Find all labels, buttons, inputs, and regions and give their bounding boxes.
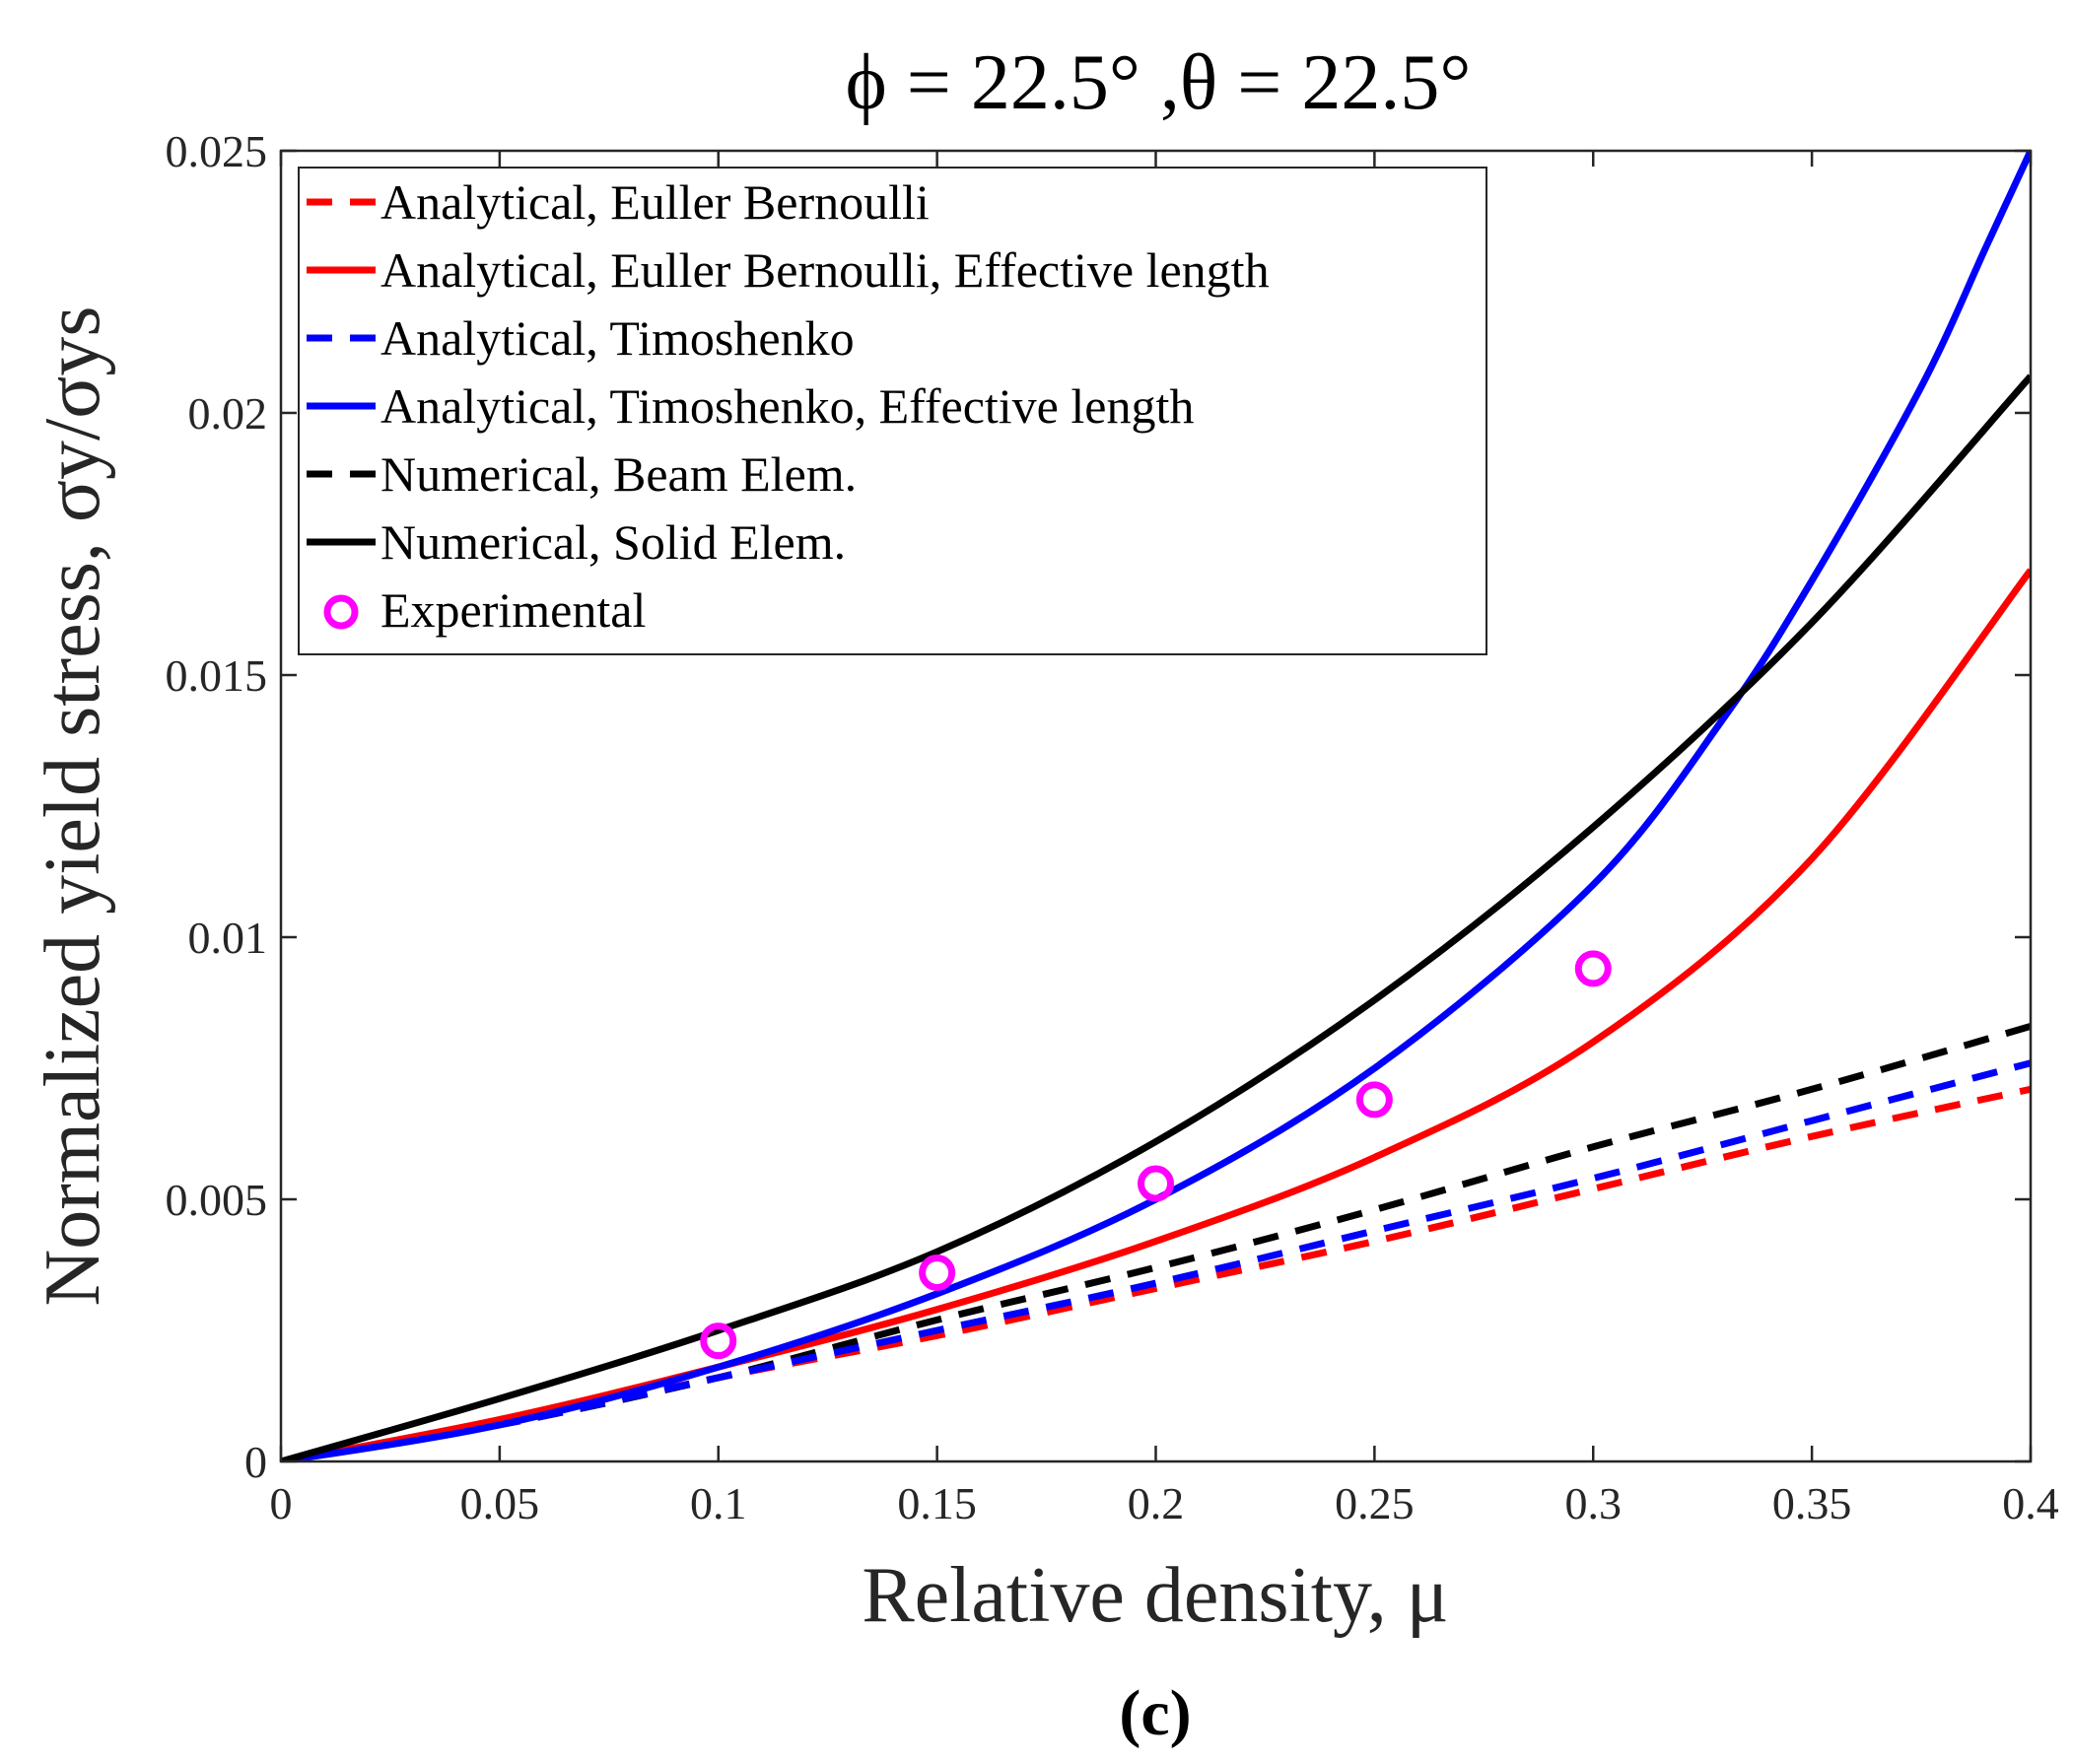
x-tick-label: 0.05 — [460, 1478, 540, 1528]
y-tick-label: 0.025 — [166, 126, 268, 176]
x-tick-label: 0.35 — [1772, 1478, 1852, 1528]
chart: ϕ = 22.5° ,θ = 22.5° 0 0.05 0.1 0.15 0.2 0.25… — [0, 0, 2073, 1764]
y-tick-label: 0 — [244, 1437, 267, 1487]
y-tick-label: 0.005 — [166, 1175, 268, 1225]
y-tick-label: 0.02 — [188, 388, 268, 439]
legend-label-numerical-solid-elem: Numerical, Solid Elem. — [380, 514, 846, 570]
y-tick-label: 0.015 — [166, 650, 268, 701]
legend-label-analytical-euller-bernoulli: Analytical, Euller Bernoulli — [380, 174, 930, 230]
x-tick-label: 0.2 — [1128, 1478, 1185, 1528]
legend: Analytical, Euller Bernoulli Analytical, … — [299, 168, 1486, 654]
y-axis-label: Normalized yield stress, σy/σys — [30, 306, 116, 1307]
legend-label-analytical-timoshenko-effective-length: Analytical, Timoshenko, Effective length — [380, 378, 1194, 434]
y-tick-label: 0.01 — [188, 913, 268, 963]
x-tick-label: 0.15 — [897, 1478, 977, 1528]
legend-label-analytical-euller-bernoulli-effective-length: Analytical, Euller Bernoulli, Effective … — [380, 242, 1270, 298]
legend-label-numerical-beam-elem: Numerical, Beam Elem. — [380, 446, 857, 502]
chart-title: ϕ = 22.5° ,θ = 22.5° — [846, 39, 1472, 126]
legend-label-experimental: Experimental — [380, 582, 646, 638]
figure-caption: (c) — [1119, 1677, 1191, 1749]
x-tick-label: 0.4 — [2002, 1478, 2059, 1528]
x-tick-label: 0 — [270, 1478, 293, 1528]
legend-label-analytical-timoshenko: Analytical, Timoshenko — [380, 310, 855, 366]
x-tick-label: 0.25 — [1335, 1478, 1415, 1528]
x-axis-label: Relative density, μ — [862, 1552, 1448, 1639]
x-tick-label: 0.3 — [1565, 1478, 1623, 1528]
x-tick-label: 0.1 — [690, 1478, 747, 1528]
